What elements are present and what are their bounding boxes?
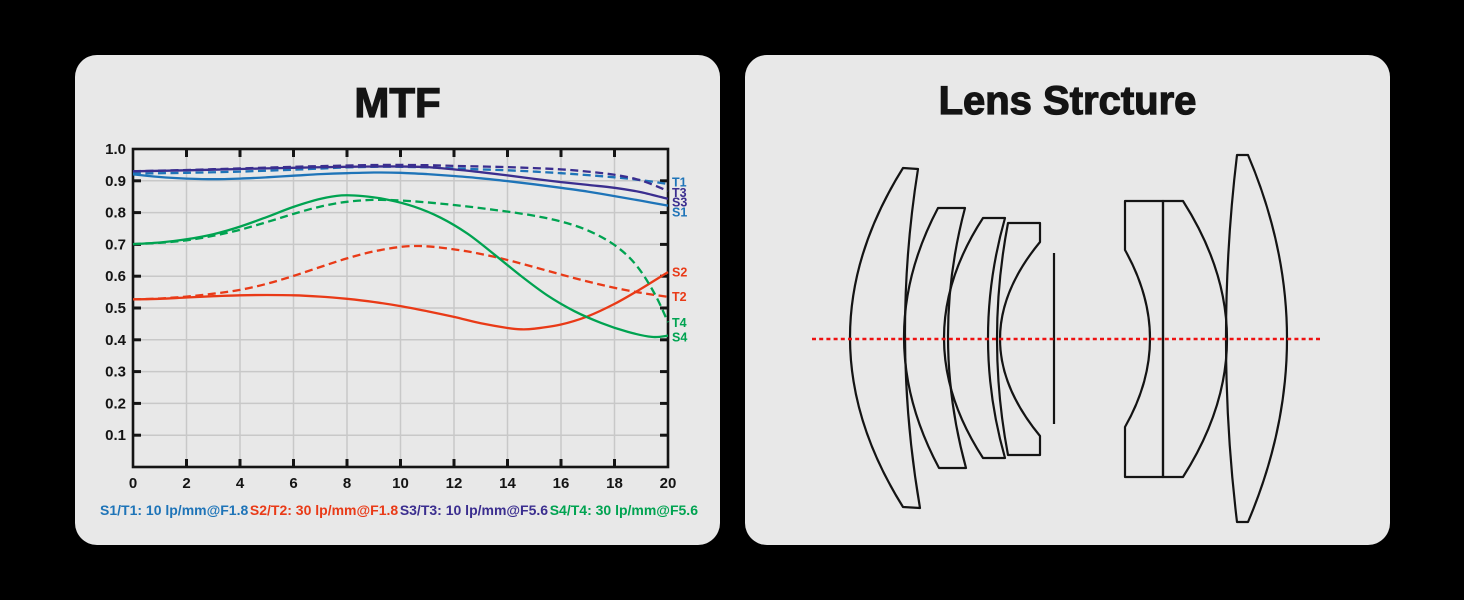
svg-text:8: 8 — [343, 475, 351, 492]
tick-marks — [133, 149, 668, 467]
svg-text:6: 6 — [289, 475, 297, 492]
svg-text:0.6: 0.6 — [105, 268, 126, 285]
axis-labels: 0 2 4 6 8 10 12 14 16 18 20 0.1 0.2 0.3 0.4 0.5 0.6 0.7 0.… — [105, 141, 676, 492]
plot-border — [131, 147, 670, 469]
curve-label-S4: S4 — [672, 330, 687, 344]
svg-text:0.4: 0.4 — [105, 332, 127, 349]
curve-T3 — [132, 163, 669, 193]
curve-label-S1: S1 — [672, 205, 687, 219]
lens-elements — [848, 153, 1289, 524]
svg-text:0.2: 0.2 — [105, 395, 126, 412]
lens-element-4 — [995, 221, 1042, 457]
legend-item-s4t4: S4/T4: 30 lp/mm@F5.6 — [549, 502, 698, 518]
lens-element-7 — [1224, 153, 1289, 524]
mtf-legend: S1/T1: 10 lp/mm@F1.8 S2/T2: 30 lp/mm@F1.… — [100, 502, 698, 518]
curve-label-T2: T2 — [672, 290, 687, 304]
curve-label-S3: S3 — [672, 196, 687, 210]
svg-text:0.7: 0.7 — [105, 236, 126, 253]
legend-item-s1t1: S1/T1: 10 lp/mm@F1.8 — [100, 502, 249, 518]
legend-item-s2t2: S2/T2: 30 lp/mm@F1.8 — [249, 502, 399, 518]
svg-text:16: 16 — [553, 475, 570, 492]
curve-S2 — [132, 271, 669, 331]
svg-text:0.9: 0.9 — [105, 173, 126, 190]
curve-label-T1: T1 — [672, 175, 687, 189]
curve-S4 — [132, 194, 669, 339]
mtf-title: MTF — [354, 78, 441, 126]
curve-T2 — [132, 244, 669, 301]
svg-text:0.5: 0.5 — [105, 300, 126, 317]
lens-structure-panel: Lens Strcture — [745, 55, 1390, 545]
svg-text:4: 4 — [236, 475, 245, 492]
curve-label-S2: S2 — [672, 266, 687, 280]
svg-text:1.0: 1.0 — [105, 141, 126, 158]
svg-text:0.3: 0.3 — [105, 364, 126, 381]
svg-text:10: 10 — [392, 475, 409, 492]
curve-T1 — [132, 165, 669, 186]
svg-text:0: 0 — [129, 475, 137, 492]
curve-S1 — [132, 171, 669, 207]
svg-text:14: 14 — [499, 475, 516, 492]
svg-text:0.1: 0.1 — [105, 427, 126, 444]
lens-element-5 — [1123, 199, 1165, 479]
svg-text:0.8: 0.8 — [105, 205, 126, 222]
curve-label-T3: T3 — [672, 186, 687, 200]
lens-element-1 — [848, 166, 922, 510]
svg-text:12: 12 — [446, 475, 463, 492]
svg-text:18: 18 — [606, 475, 623, 492]
svg-text:2: 2 — [182, 475, 190, 492]
curve-T4 — [132, 198, 670, 323]
gridlines — [133, 149, 668, 467]
lens-diagram — [812, 153, 1323, 524]
svg-text:20: 20 — [660, 475, 677, 492]
curve-label-T4: T4 — [672, 316, 687, 330]
lens-structure-title: Lens Strcture — [938, 78, 1197, 123]
lens-element-3 — [943, 216, 1007, 460]
lens-element-2 — [902, 206, 968, 470]
legend-item-s3t3: S3/T3: 10 lp/mm@F5.6 — [399, 502, 549, 518]
mtf-panel: MTF S2 T2 S4 T4 S1 T1 S3 T3 0 2 4 6 8 10 12 14 16 18 20 0.1… — [75, 55, 720, 545]
